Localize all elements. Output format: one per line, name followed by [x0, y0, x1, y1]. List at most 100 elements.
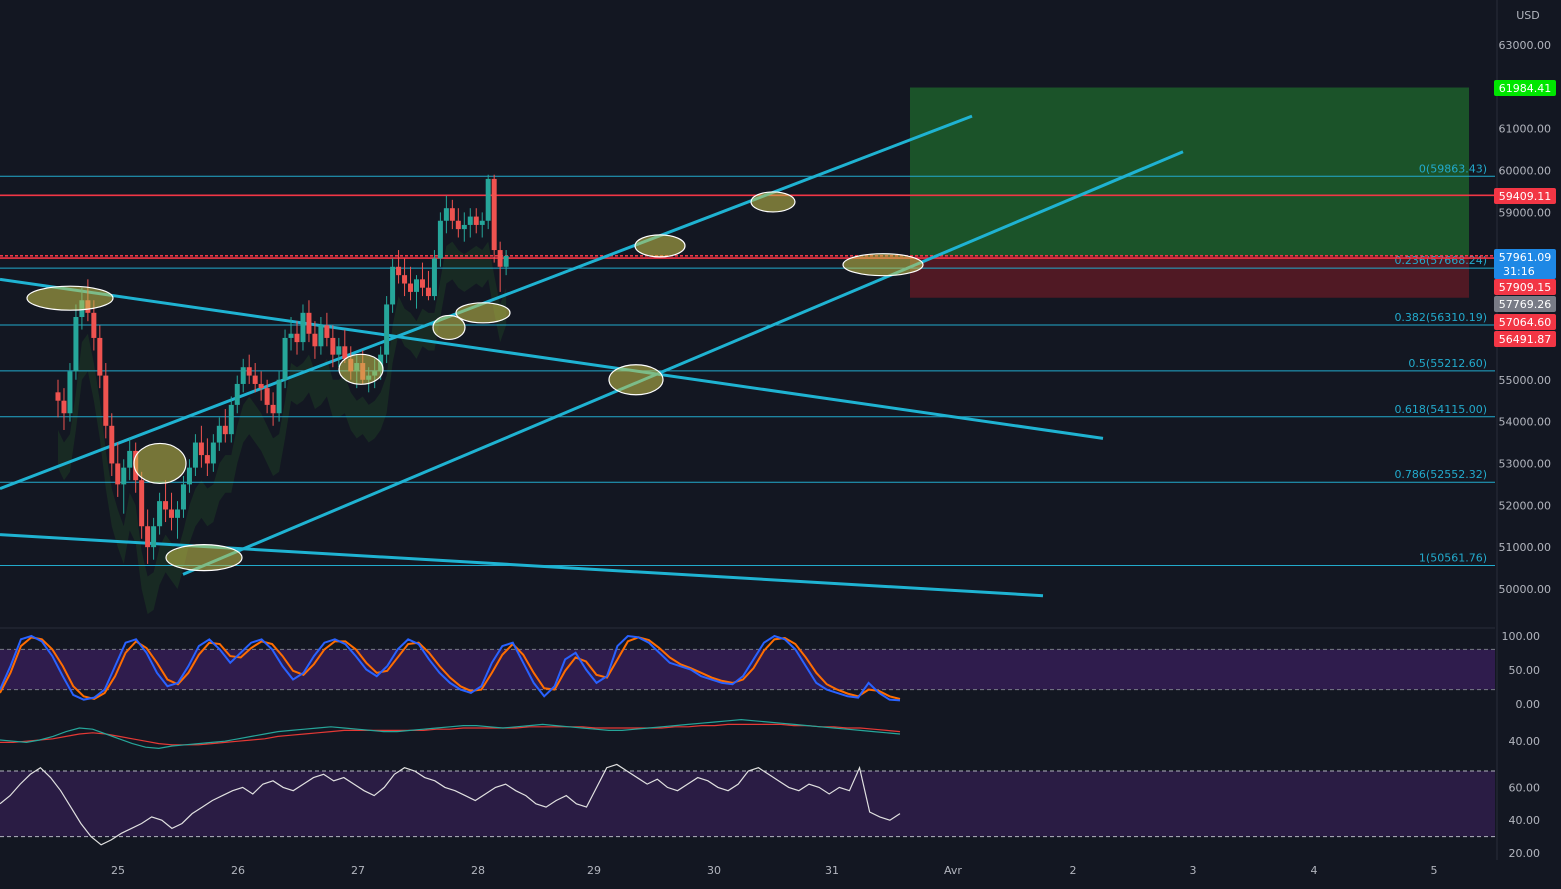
date-tick-label: 4 — [1311, 864, 1318, 877]
candle-body — [97, 337, 103, 376]
candle-body — [467, 216, 473, 225]
date-tick-label: 2 — [1070, 864, 1077, 877]
candle-body — [342, 346, 348, 359]
countdown-label: 31:16 — [1503, 265, 1535, 278]
date-tick-label: Avr — [944, 864, 962, 877]
candle-body — [204, 455, 210, 464]
price-badge — [1494, 188, 1556, 204]
date-tick-label: 26 — [231, 864, 245, 877]
candle-body — [139, 480, 145, 527]
candle-body — [264, 388, 270, 405]
candle-body — [192, 442, 198, 468]
price-badge — [1494, 296, 1556, 312]
date-tick-label: 27 — [351, 864, 365, 877]
candle-body — [288, 333, 294, 338]
candle-body — [396, 266, 402, 276]
candle-body — [180, 484, 186, 510]
candle-body — [503, 255, 509, 267]
stoch-tick-label: 100.00 — [1502, 630, 1541, 643]
price-badge-value: 57064.60 — [1499, 316, 1552, 329]
price-tick-label: 59000.00 — [1499, 206, 1552, 219]
date-tick-label: 30 — [707, 864, 721, 877]
macd-tick-label: 40.00 — [1509, 735, 1541, 748]
price-badge — [1494, 80, 1556, 96]
candle-body — [276, 379, 282, 414]
highlight-ellipse — [165, 544, 243, 572]
price-tick-label: 51000.00 — [1499, 541, 1552, 554]
candle-body — [61, 400, 67, 414]
price-badge-value: 57769.26 — [1499, 298, 1552, 311]
candle-body — [437, 220, 443, 259]
stoch-tick-label: 0.00 — [1516, 698, 1541, 711]
macd-line — [0, 718, 901, 750]
candle-body — [497, 250, 503, 267]
stoch-tick-label: 50.00 — [1509, 664, 1541, 677]
candle-body — [443, 208, 449, 221]
price-badge-value: 57909.15 — [1499, 281, 1552, 294]
macd-pane: 40.00 — [0, 718, 1541, 750]
date-tick-label: 31 — [825, 864, 839, 877]
channel-trendline — [182, 150, 1184, 576]
horizontal-levels — [0, 194, 1495, 259]
candle-body — [431, 258, 437, 297]
candle-body — [121, 467, 127, 485]
candle-body — [198, 442, 204, 456]
price-badge — [1494, 279, 1556, 295]
candle-body — [151, 526, 157, 548]
candle-body — [414, 279, 419, 292]
candle-body — [157, 501, 163, 527]
candle-body — [222, 425, 228, 435]
candle-body — [419, 279, 425, 288]
highlight-ellipses — [26, 191, 924, 572]
candle-body — [127, 450, 133, 468]
highlight-ellipse — [608, 364, 664, 396]
highlight-ellipse — [432, 314, 466, 341]
candle-body — [461, 224, 467, 230]
candle-body — [186, 467, 192, 485]
rsi-line — [0, 763, 901, 846]
candle-body — [318, 325, 324, 347]
date-tick-label: 25 — [111, 864, 125, 877]
rsi-pane: 60.00 40.00 20.00 — [0, 763, 1540, 860]
price-tick-label: 61000.00 — [1499, 123, 1552, 136]
date-tick-label: 29 — [587, 864, 601, 877]
channel-trendline — [0, 533, 1044, 598]
candle-body — [109, 425, 115, 464]
date-tick-label: 3 — [1190, 864, 1197, 877]
candle-body — [324, 325, 330, 338]
fibonacci-retracement: 0(59863.43)0.236(57668.24)0.382(56310.19… — [0, 162, 1495, 566]
price-axis: 63000.00 61000.00 60000.00 59000.00 55000.00… — [1499, 9, 1552, 596]
stoch-d-line — [0, 636, 901, 701]
candle-body — [115, 463, 121, 485]
macd-signal-line — [0, 723, 901, 746]
stop-zone — [910, 255, 1469, 298]
candle-body — [408, 283, 414, 292]
candle-body — [312, 333, 318, 347]
candle-body — [402, 275, 408, 284]
candle-body — [91, 312, 97, 338]
candle-body — [449, 208, 455, 221]
candle-body — [73, 317, 79, 372]
date-axis: 25 26 27 28 29 30 31 Avr 2 3 4 5 — [111, 864, 1438, 877]
candle-body — [145, 526, 151, 548]
highlight-ellipse — [26, 285, 114, 311]
candle-body — [228, 404, 234, 435]
candle-body — [252, 375, 258, 384]
price-badge — [1494, 314, 1556, 330]
candle-body — [384, 304, 390, 355]
candle-body — [246, 367, 252, 376]
highlight-ellipse — [634, 234, 686, 258]
candle-body — [479, 220, 485, 225]
candle-body — [103, 375, 109, 426]
price-tick-label: 63000.00 — [1499, 39, 1552, 52]
fib-label: 1(50561.76) — [1419, 551, 1487, 564]
highlight-ellipse — [750, 191, 796, 213]
candle-body — [175, 509, 180, 518]
candle-body — [258, 383, 264, 389]
candle-body — [282, 337, 288, 380]
candle-body — [210, 442, 216, 464]
candle-body — [425, 287, 431, 297]
currency-label: USD — [1516, 9, 1540, 22]
